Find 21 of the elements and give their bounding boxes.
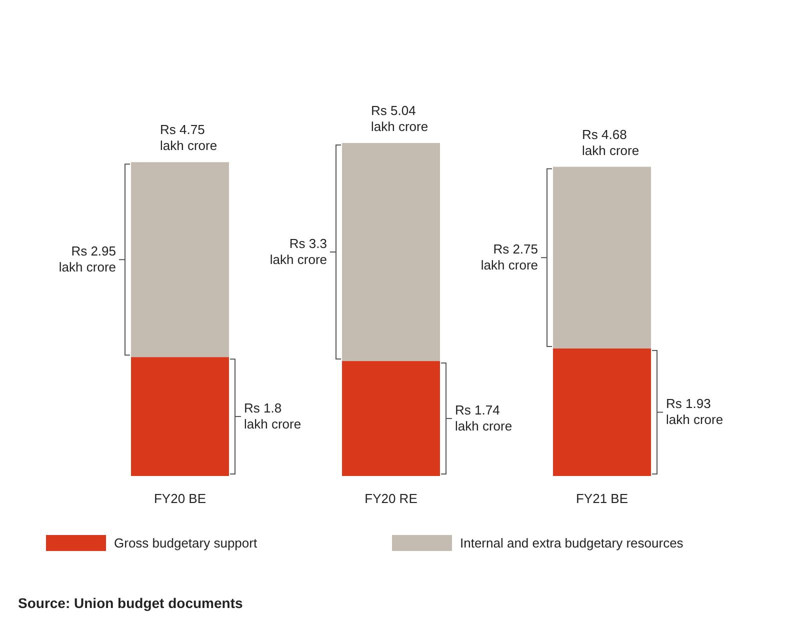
data-label: Rs 2.95 lakh crore <box>58 244 116 275</box>
x-tick-label: FY20 RE <box>364 491 418 506</box>
data-label: Rs 3.3 lakh crore <box>270 236 327 268</box>
data-label: Rs 1.93 lakh crore <box>666 396 724 428</box>
bar <box>342 143 440 362</box>
total-label: Rs 4.75 lakh crore <box>160 122 218 154</box>
x-tick-label: FY20 BE <box>154 491 206 506</box>
x-tick-label: FY21 BE <box>576 491 628 506</box>
bar <box>131 162 229 358</box>
legend-label: Gross budgetary support <box>114 536 258 550</box>
bar <box>553 348 651 476</box>
data-label: Rs 2.75 lakh crore <box>480 242 538 273</box>
data-label: Rs 1.74 lakh crore <box>455 402 512 434</box>
bar <box>342 361 440 476</box>
legend-label: Internal and extra budgetary resources <box>460 536 684 550</box>
data-label: Rs 1.8 lakh crore <box>244 400 302 432</box>
bar <box>131 357 229 476</box>
total-label: Rs 5.04 lakh crore <box>371 103 428 134</box>
bar <box>553 166 651 348</box>
total-label: Rs 4.68 lakh crore <box>582 126 640 158</box>
source-note: Source: Union budget documents <box>18 595 243 611</box>
